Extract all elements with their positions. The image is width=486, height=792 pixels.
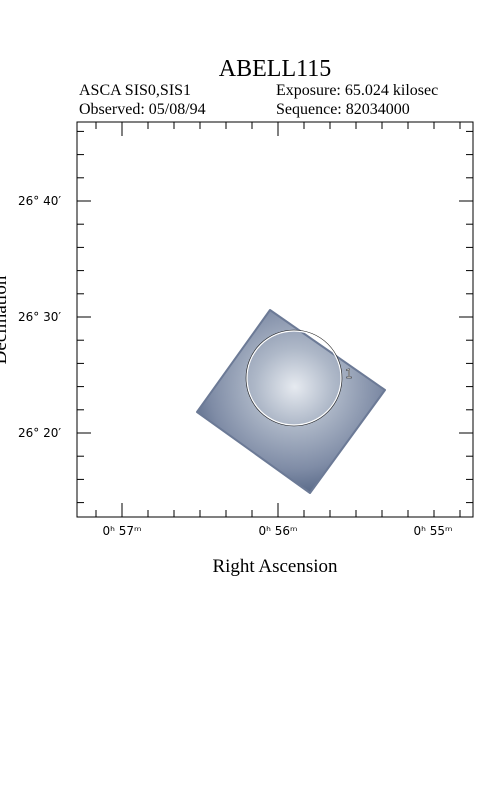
region-outline	[245, 329, 343, 427]
tick-marks	[77, 122, 473, 517]
title: ABELL115	[219, 56, 331, 82]
xray-image	[196, 309, 386, 494]
image	[196, 309, 386, 494]
x-tick-label: 0ʰ 55ᵐ	[413, 524, 452, 538]
region-circle	[246, 330, 342, 426]
y-tick-label: 26° 30′	[18, 310, 61, 324]
sequence: Sequence: 82034000	[276, 101, 410, 118]
y-tick-label: 26° 20′	[18, 426, 61, 440]
plot-frame	[76, 121, 474, 518]
x-tick-label: 0ʰ 57ᵐ	[102, 524, 141, 538]
exposure: Exposure: 65.024 kilosec	[276, 82, 438, 99]
y-tick-label: 26° 40′	[18, 194, 61, 208]
y-axis-label: Declination	[0, 275, 11, 364]
region-label: 1	[345, 367, 353, 381]
x-tick-label: 0ʰ 56ᵐ	[258, 524, 297, 538]
instrument: ASCA SIS0,SIS1	[79, 82, 191, 99]
x-axis-label: Right Ascension	[212, 556, 338, 577]
observed: Observed: 05/08/94	[79, 101, 206, 118]
